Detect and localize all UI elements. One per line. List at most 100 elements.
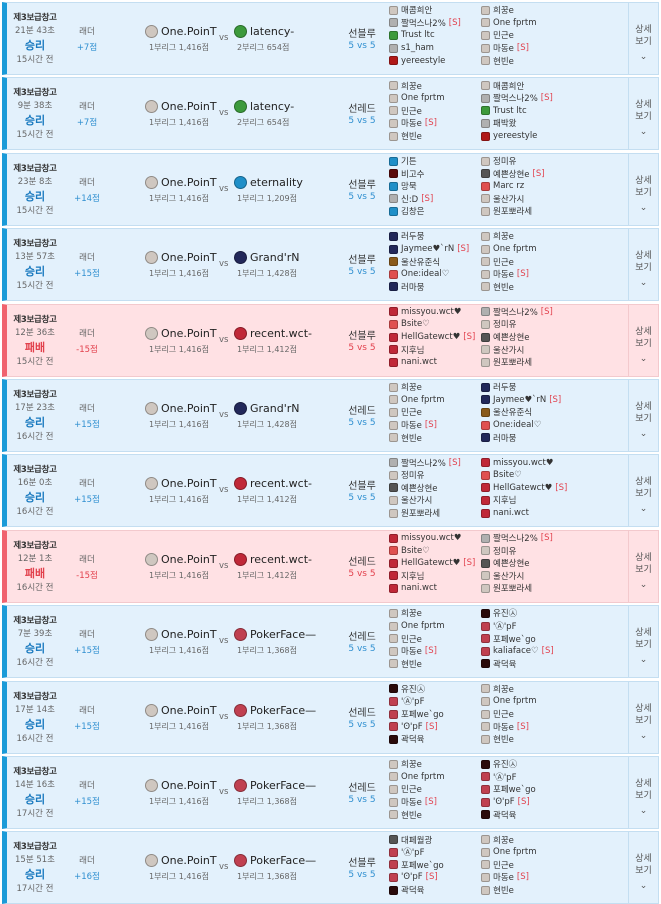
player-item[interactable]: nani.wct (389, 582, 475, 595)
team2-name[interactable]: recent.wct- (234, 552, 312, 566)
player-item[interactable]: 곽덕육 (481, 658, 554, 671)
player-item[interactable]: 마동e [S] (481, 42, 537, 55)
player-item[interactable]: 울산가시 (389, 494, 461, 507)
player-item[interactable]: Jaymee♥`rN [S] (481, 394, 561, 407)
player-item[interactable]: 마동e [S] (389, 419, 445, 432)
player-item[interactable]: 울산가시 (481, 343, 553, 356)
player-item[interactable]: 매콤희안 (481, 79, 553, 92)
player-item[interactable]: yereestyle (389, 54, 461, 67)
player-item[interactable]: 예쁜상현e (389, 482, 461, 495)
player-item[interactable]: 울산가시 (481, 570, 553, 583)
team1-name[interactable]: One.PoinT (145, 779, 217, 792)
player-item[interactable]: Marc rz (481, 180, 545, 193)
player-item[interactable]: 'ʘ'pF [S] (481, 796, 536, 809)
team1-name[interactable]: One.PoinT (145, 402, 217, 415)
player-item[interactable]: 포페we`go (481, 632, 554, 645)
player-item[interactable]: 원포뽀라세 (389, 507, 461, 520)
player-item[interactable]: 현빈e (389, 130, 445, 143)
player-item[interactable]: 마동e [S] (389, 796, 445, 809)
player-item[interactable]: 정미유 (481, 544, 553, 557)
team1-name[interactable]: One.PoinT (145, 552, 217, 566)
player-item[interactable]: 희꿍e (389, 607, 445, 620)
player-item[interactable]: 마동e [S] (389, 117, 445, 130)
player-item[interactable]: 현빈e (389, 658, 445, 671)
team1-name[interactable]: One.PoinT (145, 854, 217, 868)
player-item[interactable]: One:ideal♡ (389, 268, 469, 281)
player-item[interactable]: 예쁜상현e (481, 557, 553, 570)
player-item[interactable]: HellGatewct♥ [S] (389, 557, 475, 570)
player-item[interactable]: 정미유 (389, 469, 461, 482)
team2-name[interactable]: latency- (234, 100, 294, 114)
player-item[interactable]: 희꿍e (481, 4, 537, 17)
player-item[interactable]: 기튼 (389, 155, 433, 168)
player-item[interactable]: 정미유 (481, 155, 545, 168)
player-item[interactable]: 희꿍e (481, 230, 537, 243)
player-item[interactable]: missyou.wct♥ (389, 306, 475, 319)
player-item[interactable]: s1_ham (389, 42, 461, 55)
player-item[interactable]: kaliaface♡ [S] (481, 645, 554, 658)
player-item[interactable]: 희꿍e (389, 758, 445, 771)
player-item[interactable]: One:ideal♡ (481, 419, 561, 432)
team1-name[interactable]: One.PoinT (145, 175, 217, 189)
player-item[interactable]: 러마뭉 (389, 281, 469, 294)
team2-name[interactable]: PokerFace— (234, 854, 316, 868)
team2-name[interactable]: PokerFace— (234, 628, 316, 642)
player-item[interactable]: 울산가시 (481, 193, 545, 206)
player-item[interactable]: Bsite♡ (481, 469, 567, 482)
player-item[interactable]: One fprtm (389, 620, 445, 633)
player-item[interactable]: 현빈e (481, 884, 537, 897)
details-button[interactable]: 상세 보기 ⌄ (628, 229, 658, 301)
player-item[interactable]: 포페we`go (481, 783, 536, 796)
player-item[interactable]: 러두뭉 (389, 230, 469, 243)
player-item[interactable]: 곽덕육 (389, 884, 444, 897)
player-item[interactable]: HellGatewct♥ [S] (481, 482, 567, 495)
details-button[interactable]: 상세 보기 ⌄ (628, 78, 658, 150)
player-item[interactable]: 마동e [S] (481, 871, 537, 884)
player-item[interactable]: missyou.wct♥ (481, 456, 567, 469)
details-button[interactable]: 상세 보기 ⌄ (628, 304, 658, 376)
player-item[interactable]: 짤먹스나2% [S] (389, 456, 461, 469)
player-item[interactable]: yereestyle (481, 130, 553, 143)
player-item[interactable]: 민근e (389, 632, 445, 645)
player-item[interactable]: 'ʘ'pF [S] (389, 720, 444, 733)
team1-name[interactable]: One.PoinT (145, 326, 217, 340)
player-item[interactable]: 패박왔 (481, 117, 553, 130)
player-item[interactable]: 현빈e (389, 808, 445, 821)
player-item[interactable]: One fprtm (481, 17, 537, 30)
team2-name[interactable]: Grand'rN (234, 251, 300, 265)
player-item[interactable]: 원포뽀라세 (481, 582, 553, 595)
player-item[interactable]: 매콤희안 (389, 4, 461, 17)
player-item[interactable]: 희꿍e (389, 381, 445, 394)
player-item[interactable]: 예쁜상현e (481, 331, 553, 344)
team1-name[interactable]: One.PoinT (145, 251, 217, 265)
player-item[interactable]: 민근e (389, 783, 445, 796)
player-item[interactable]: 비고수 (389, 167, 433, 180)
team2-name[interactable]: recent.wct- (234, 326, 312, 340)
player-item[interactable]: 마동e [S] (481, 268, 537, 281)
player-item[interactable]: 민근e (481, 859, 537, 872)
player-item[interactable]: nani.wct (481, 507, 567, 520)
player-item[interactable]: 'Ⓐ'pF (389, 846, 444, 859)
player-item[interactable]: One fprtm (481, 695, 537, 708)
player-item[interactable]: 현빈e (481, 54, 537, 67)
player-item[interactable]: 짤먹스나2% [S] (481, 306, 553, 319)
team2-name[interactable]: PokerFace— (234, 703, 316, 717)
player-item[interactable]: 'Ⓐ'pF (481, 620, 554, 633)
player-item[interactable]: One fprtm (481, 846, 537, 859)
player-item[interactable]: 지후님 (389, 343, 475, 356)
player-item[interactable]: 민근e (389, 406, 445, 419)
details-button[interactable]: 상세 보기 ⌄ (628, 757, 658, 828)
player-item[interactable]: 현빈e (481, 281, 537, 294)
details-button[interactable]: 상세 보기 ⌄ (628, 3, 658, 74)
player-item[interactable]: 짤먹스나2% [S] (481, 92, 553, 105)
player-item[interactable]: 현빈e (389, 431, 445, 444)
details-button[interactable]: 상세 보기 ⌄ (628, 530, 658, 602)
team1-name[interactable]: One.PoinT (145, 25, 217, 38)
details-button[interactable]: 상세 보기 ⌄ (628, 380, 658, 451)
player-item[interactable]: 'Ⓐ'pF (389, 695, 444, 708)
team1-name[interactable]: One.PoinT (145, 100, 217, 114)
player-item[interactable]: 대페월광 (389, 833, 444, 846)
player-item[interactable]: 포페we`go (389, 708, 444, 721)
player-item[interactable]: 곽덕육 (481, 808, 536, 821)
player-item[interactable]: 신:D [S] (389, 193, 433, 206)
